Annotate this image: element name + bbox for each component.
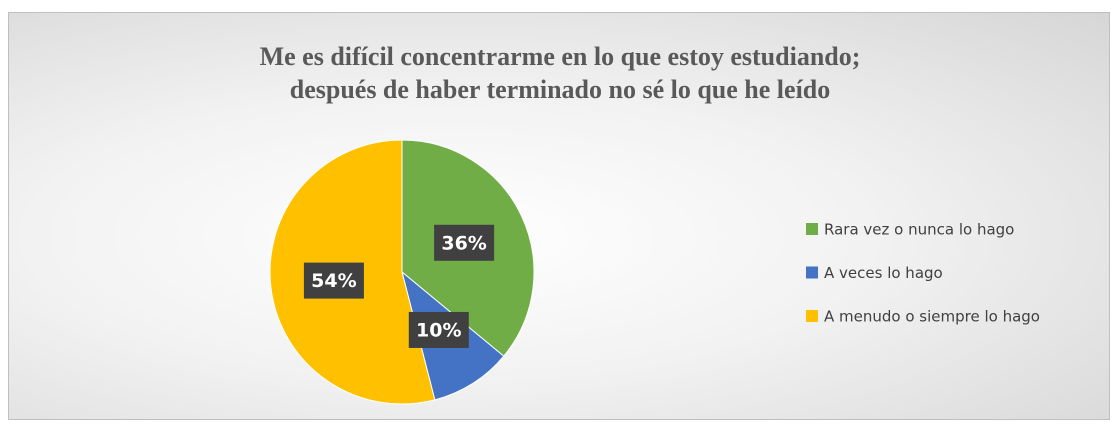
data-label: 10%	[416, 319, 461, 341]
data-label: 54%	[311, 270, 356, 292]
legend-label: A menudo o siempre lo hago	[824, 308, 1040, 326]
legend-swatch	[806, 223, 818, 235]
data-label-box	[303, 262, 364, 299]
data-label-box	[434, 224, 495, 261]
data-label-box	[408, 311, 469, 348]
legend-swatch	[806, 266, 818, 279]
chart-background	[8, 12, 1110, 420]
chart-title: Me es difícil concentrarme en lo que est…	[259, 42, 861, 104]
legend-swatch	[806, 310, 818, 322]
data-label: 36%	[441, 232, 486, 254]
legend-label: Rara vez o nunca lo hago	[824, 221, 1014, 239]
legend-label: A veces lo hago	[824, 264, 943, 282]
